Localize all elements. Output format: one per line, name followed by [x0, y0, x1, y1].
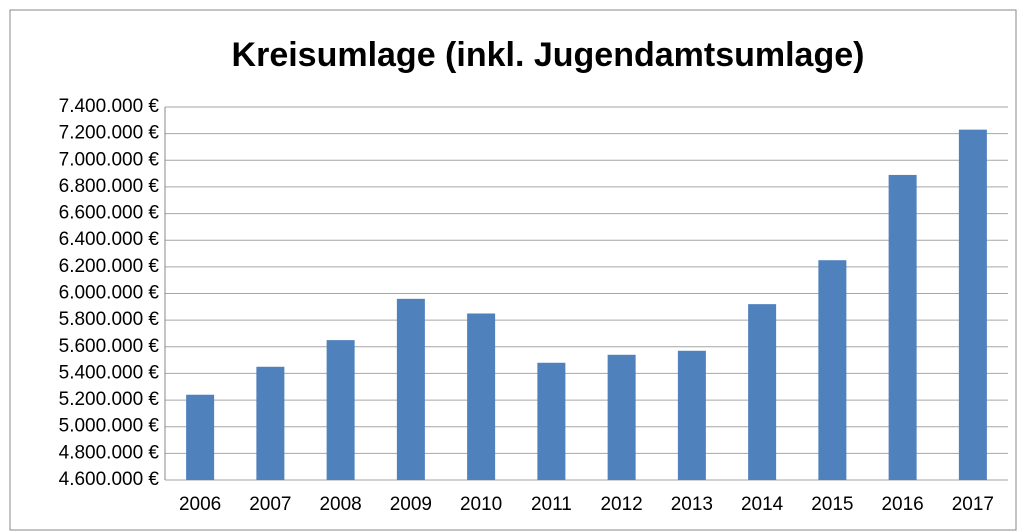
- bar: [256, 366, 285, 480]
- y-tick-label: 5.600.000 €: [59, 336, 160, 357]
- y-tick-label: 6.200.000 €: [59, 256, 160, 277]
- y-tick-label: 7.000.000 €: [59, 149, 160, 170]
- bar: [326, 340, 355, 480]
- y-tick-label: 5.800.000 €: [59, 309, 160, 330]
- y-tick-label: 4.800.000 €: [59, 442, 160, 463]
- x-tick-label: 2012: [600, 494, 642, 515]
- bar: [818, 260, 847, 480]
- y-tick-label: 5.400.000 €: [59, 362, 160, 383]
- chart-frame: [9, 9, 1017, 531]
- bar: [888, 174, 917, 481]
- bar: [186, 394, 215, 480]
- y-tick-label: 6.600.000 €: [59, 203, 160, 224]
- y-tick-label: 5.000.000 €: [59, 416, 160, 437]
- x-tick-label: 2009: [390, 494, 432, 515]
- x-tick-label: 2006: [179, 494, 221, 515]
- y-tick-label: 6.400.000 €: [59, 229, 160, 250]
- bar: [396, 298, 425, 480]
- chart-title: Kreisumlage (inkl. Jugendamtsumlage): [232, 36, 865, 74]
- bar: [467, 313, 496, 480]
- x-tick-label: 2017: [952, 494, 994, 515]
- bar: [748, 304, 777, 480]
- bar: [607, 354, 636, 480]
- bar: [537, 362, 566, 480]
- x-tick-label: 2016: [881, 494, 923, 515]
- bar: [958, 129, 987, 480]
- x-tick-label: 2013: [671, 494, 713, 515]
- x-tick-label: 2010: [460, 494, 502, 515]
- y-tick-label: 5.200.000 €: [59, 389, 160, 410]
- x-tick-label: 2015: [811, 494, 853, 515]
- x-tick-label: 2011: [531, 494, 572, 515]
- y-tick-label: 6.000.000 €: [59, 283, 160, 304]
- y-tick-label: 7.200.000 €: [59, 123, 160, 144]
- x-tick-label: 2007: [249, 494, 291, 515]
- x-tick-label: 2008: [319, 494, 361, 515]
- x-tick-label: 2014: [741, 494, 784, 515]
- y-tick-label: 4.600.000 €: [59, 469, 160, 490]
- bar: [677, 350, 706, 480]
- y-tick-label: 6.800.000 €: [59, 176, 160, 197]
- y-tick-label: 7.400.000 €: [59, 96, 160, 117]
